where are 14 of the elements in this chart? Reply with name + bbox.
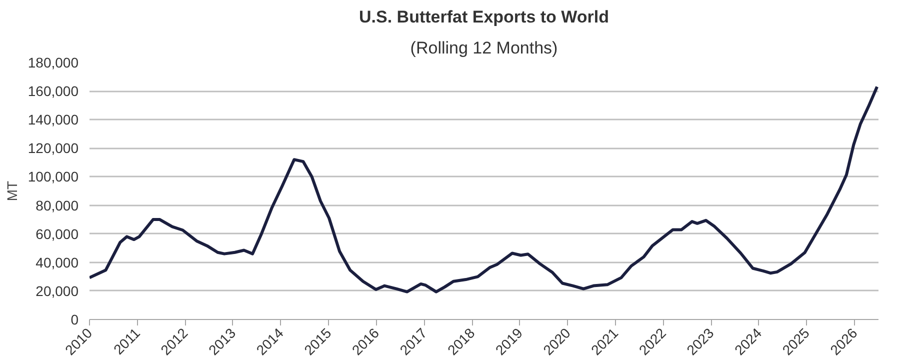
y-tick-label: 160,000 bbox=[28, 83, 79, 100]
y-tick-label: 100,000 bbox=[28, 168, 79, 185]
y-tick-label: 120,000 bbox=[28, 140, 79, 156]
y-tick-label: 20,000 bbox=[36, 282, 79, 299]
line-series bbox=[90, 85, 878, 294]
chart-subtitle: (Rolling 12 Months) bbox=[410, 38, 558, 58]
y-axis-title: MT bbox=[4, 180, 20, 202]
y-tick-label: 180,000 bbox=[28, 54, 79, 70]
y-tick-label: 140,000 bbox=[28, 112, 79, 128]
y-tick-label: 60,000 bbox=[36, 226, 79, 242]
y-tick-label: 80,000 bbox=[36, 197, 79, 214]
chart-title: U.S. Butterfat Exports to World bbox=[359, 8, 609, 26]
y-tick-label: 0 bbox=[70, 312, 79, 328]
y-tick-label: 40,000 bbox=[36, 254, 79, 270]
